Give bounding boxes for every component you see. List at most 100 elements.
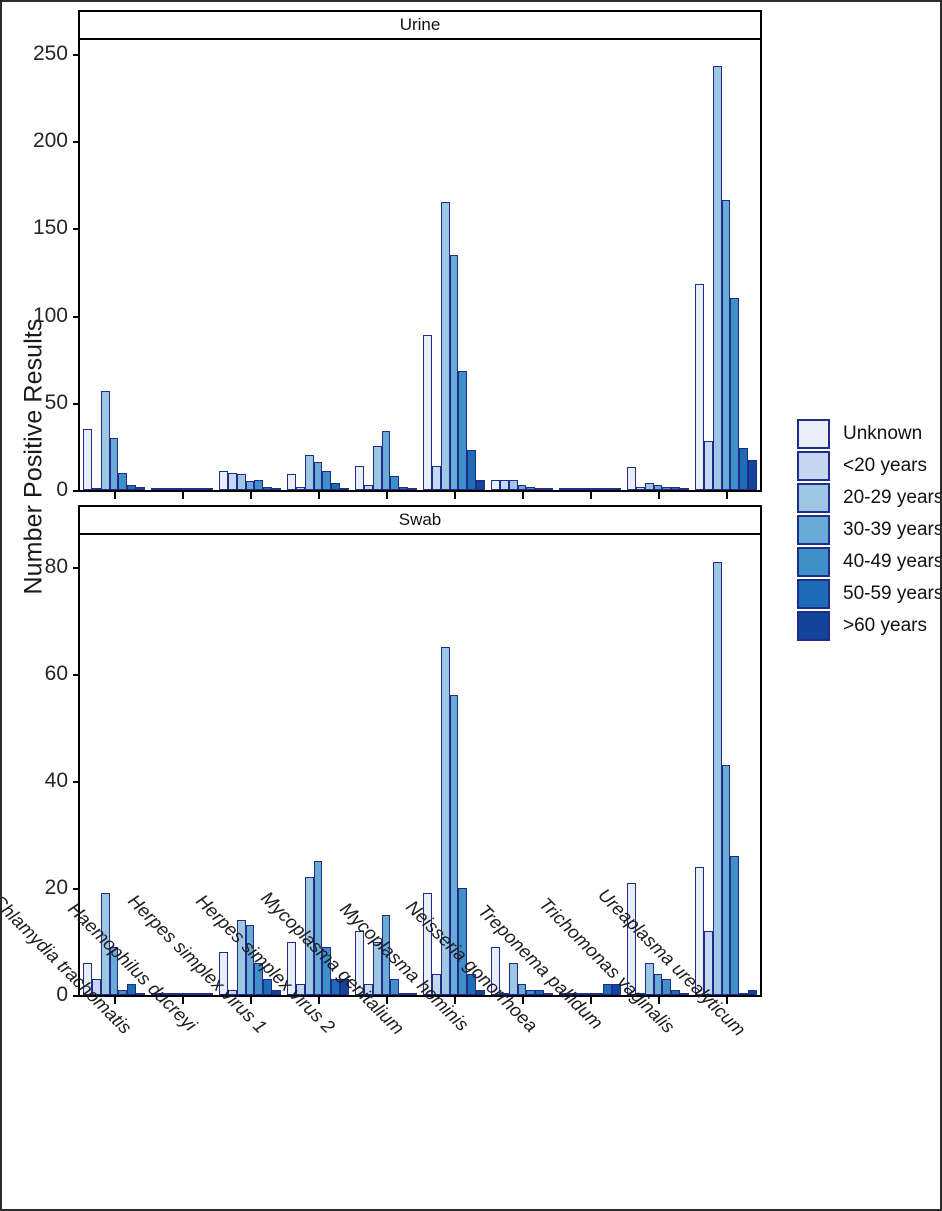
bar — [490, 479, 500, 490]
bar — [508, 962, 518, 995]
bar — [680, 487, 690, 490]
bar-group — [354, 40, 418, 490]
bar — [703, 930, 713, 995]
y-axis-tick-label: 20 — [44, 876, 68, 900]
bar — [168, 487, 178, 490]
bar — [390, 978, 400, 995]
x-axis-tick — [114, 995, 116, 1004]
bar — [431, 973, 441, 995]
bar-group — [82, 40, 146, 490]
bar — [322, 470, 332, 490]
x-axis-labels: Chlamydia trachomatis Haemophilus ducreyi… — [2, 884, 760, 1205]
bar — [245, 925, 255, 995]
bar — [340, 487, 350, 490]
bar — [476, 989, 486, 995]
bar — [295, 486, 305, 490]
bar — [476, 479, 486, 490]
bar — [422, 893, 432, 995]
legend-swatch — [797, 451, 830, 481]
x-axis-tick — [250, 995, 252, 1004]
bar — [490, 946, 500, 995]
y-axis-tick — [73, 315, 80, 318]
y-axis-tick-label: 250 — [32, 41, 68, 65]
y-axis-tick — [73, 402, 80, 405]
x-axis-tick — [454, 490, 456, 499]
bar — [304, 455, 314, 490]
x-axis-tick — [318, 995, 320, 1004]
bar — [458, 371, 468, 490]
y-axis-tick-label: 0 — [56, 478, 68, 501]
bar — [612, 487, 622, 490]
bar — [440, 202, 450, 490]
bar — [558, 992, 568, 995]
legend-item[interactable]: >60 years — [797, 610, 940, 642]
y-axis-tick — [73, 674, 80, 677]
bar — [168, 992, 178, 995]
bar — [381, 914, 391, 995]
bar-group — [82, 535, 146, 995]
bar — [100, 390, 110, 490]
bar — [227, 472, 237, 490]
bar — [730, 855, 740, 995]
bar — [118, 472, 128, 490]
bar — [91, 487, 101, 490]
bar — [159, 487, 169, 490]
bar — [399, 992, 409, 995]
bar — [272, 487, 282, 490]
x-axis-tick — [318, 490, 320, 499]
bar — [82, 428, 92, 490]
bar — [558, 487, 568, 490]
legend-label: Unknown — [843, 423, 923, 444]
bar-group — [218, 40, 282, 490]
bar — [390, 476, 400, 490]
bar — [150, 487, 160, 490]
x-axis-tick — [522, 490, 524, 499]
bar — [662, 486, 672, 490]
legend-item[interactable]: 40-49 years — [797, 546, 940, 578]
bar — [467, 973, 477, 995]
bar — [372, 941, 382, 995]
legend-swatch — [797, 547, 830, 577]
bar-group — [694, 535, 758, 995]
bar — [544, 487, 554, 490]
bar — [603, 984, 613, 995]
bar — [535, 487, 545, 490]
legend-item[interactable]: 30-39 years — [797, 514, 942, 546]
bar — [331, 483, 341, 490]
bar — [526, 486, 536, 490]
bar — [204, 487, 214, 490]
y-axis-tick — [73, 888, 80, 891]
y-axis-tick — [73, 490, 80, 492]
bar — [703, 441, 713, 490]
legend-item[interactable]: 20-29 years — [797, 482, 940, 514]
x-axis-tick — [182, 995, 184, 1004]
bar — [286, 941, 296, 995]
legend-item[interactable]: <20 years — [797, 450, 940, 482]
legend-item[interactable]: 50-59 years — [797, 578, 940, 610]
bar — [671, 989, 681, 995]
bar — [218, 952, 228, 995]
bar — [585, 992, 595, 995]
bar — [313, 861, 323, 995]
legend-swatch — [797, 419, 830, 449]
bar — [159, 992, 169, 995]
bar — [517, 984, 527, 995]
legend-item[interactable]: Unknown — [797, 418, 940, 450]
bar — [567, 992, 577, 995]
bar — [245, 481, 255, 490]
bar-group — [626, 535, 690, 995]
bar — [739, 992, 749, 995]
bar — [603, 487, 613, 490]
bar-group — [490, 40, 554, 490]
bar — [635, 992, 645, 995]
x-axis-tick — [386, 490, 388, 499]
bar — [186, 487, 196, 490]
bar-layer-swab: 0 20 40 60 80 — [45, 535, 760, 1006]
legend-label: 30-39 years — [843, 519, 942, 540]
x-axis-tick — [250, 490, 252, 499]
bar — [449, 254, 459, 490]
y-axis-tick — [73, 995, 80, 997]
bar — [263, 978, 273, 995]
bar — [354, 465, 364, 490]
bar — [635, 486, 645, 490]
